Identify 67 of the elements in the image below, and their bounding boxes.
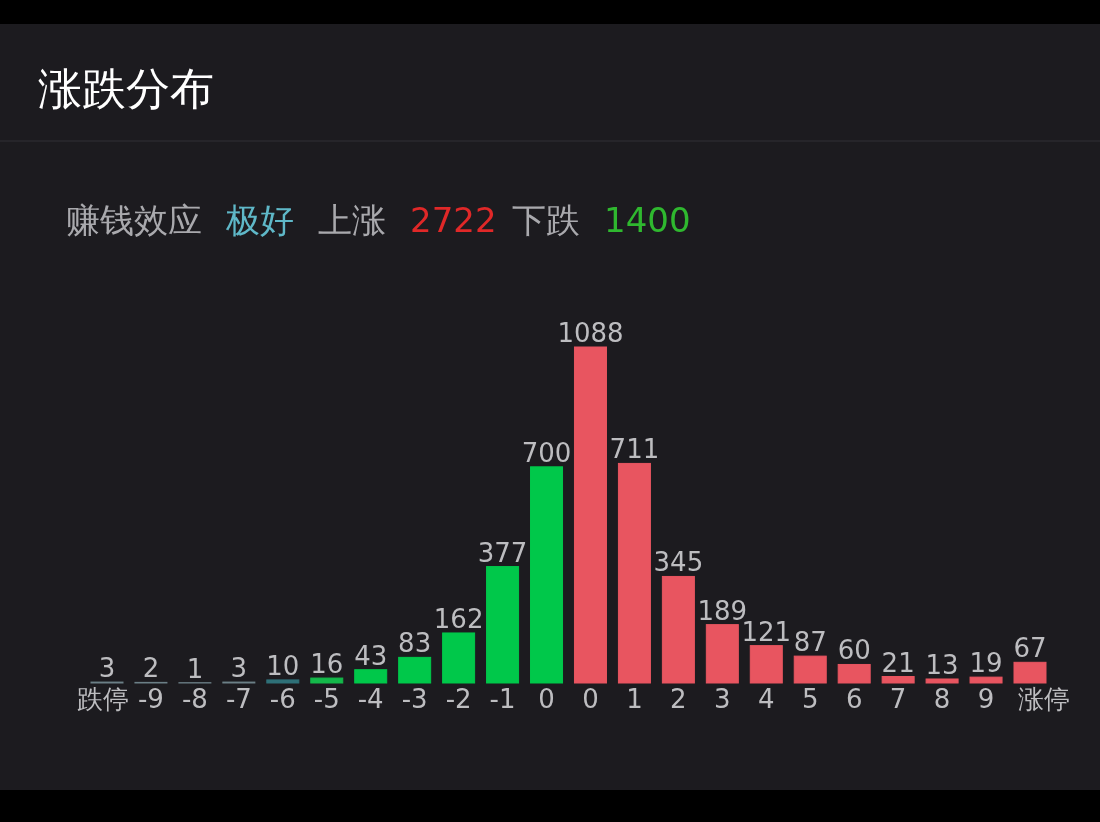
x-tick-label: 9: [977, 684, 995, 714]
data-label: 43: [354, 640, 388, 671]
x-tick-label: 2: [670, 684, 687, 714]
bar: [530, 466, 564, 684]
x-tick-label: 跌停: [77, 684, 129, 714]
bar: [617, 462, 651, 684]
bar: [442, 632, 476, 684]
bar: [969, 676, 1003, 684]
bar: [486, 566, 520, 684]
x-tick-label: 7: [889, 684, 907, 714]
bar: [266, 679, 300, 684]
x-tick-label: 8: [933, 684, 951, 714]
bar: [837, 663, 871, 684]
x-tick-label: 4: [758, 684, 775, 714]
data-label: 700: [521, 437, 572, 468]
bar: [881, 676, 915, 684]
data-label: 377: [477, 537, 528, 568]
x-tick-label: -9: [137, 684, 164, 714]
data-label: 16: [310, 649, 344, 680]
x-tick-label: 0: [582, 684, 599, 714]
data-label: 60: [837, 635, 871, 666]
x-tick-label: -2: [445, 684, 472, 714]
data-label: 345: [653, 547, 704, 578]
data-label: 87: [793, 627, 827, 658]
x-tick-label: 3: [714, 684, 731, 714]
x-tick-label: -3: [401, 684, 428, 714]
data-label: 13: [925, 649, 959, 680]
data-label: 711: [609, 434, 660, 465]
text: 极好: [225, 200, 294, 240]
bar: [661, 575, 695, 684]
x-tick-label: 6: [845, 684, 863, 714]
x-tick-label: 涨停: [1018, 684, 1070, 714]
text: 赚钱效应: [66, 200, 202, 240]
text: 1400: [604, 200, 691, 240]
bar: [925, 678, 959, 684]
x-tick-label: -4: [357, 684, 384, 714]
bar: [310, 677, 344, 684]
x-tick-label: -6: [269, 684, 296, 714]
chart-title: 涨跌分布: [38, 63, 214, 114]
data-label: 162: [433, 603, 484, 634]
data-label: 67: [1013, 633, 1047, 664]
data-label: 1: [186, 653, 204, 684]
text: 下跌: [512, 200, 580, 240]
text: 2722: [410, 200, 497, 240]
x-tick-label: 0: [538, 684, 555, 714]
data-label: 2: [142, 653, 160, 684]
x-tick-label: -8: [181, 684, 208, 714]
bar: [705, 624, 739, 684]
data-label: 3: [98, 653, 116, 684]
bar: [749, 645, 783, 684]
bar: [354, 669, 388, 684]
data-label: 83: [398, 628, 432, 659]
data-label: 10: [266, 650, 300, 681]
bar: [573, 346, 607, 684]
bar: [793, 655, 827, 684]
x-tick-label: 1: [626, 684, 643, 714]
data-label: 19: [969, 648, 1003, 679]
x-tick-label: -7: [225, 684, 252, 714]
x-tick-label: -1: [489, 684, 516, 714]
bar: [1013, 661, 1047, 684]
data-label: 3: [230, 653, 248, 684]
data-label: 1088: [557, 318, 624, 348]
text: 上涨: [318, 200, 386, 240]
x-tick-label: 5: [801, 684, 819, 714]
bar: [398, 656, 432, 684]
data-label: 21: [881, 647, 915, 678]
x-tick-label: -5: [313, 684, 340, 714]
